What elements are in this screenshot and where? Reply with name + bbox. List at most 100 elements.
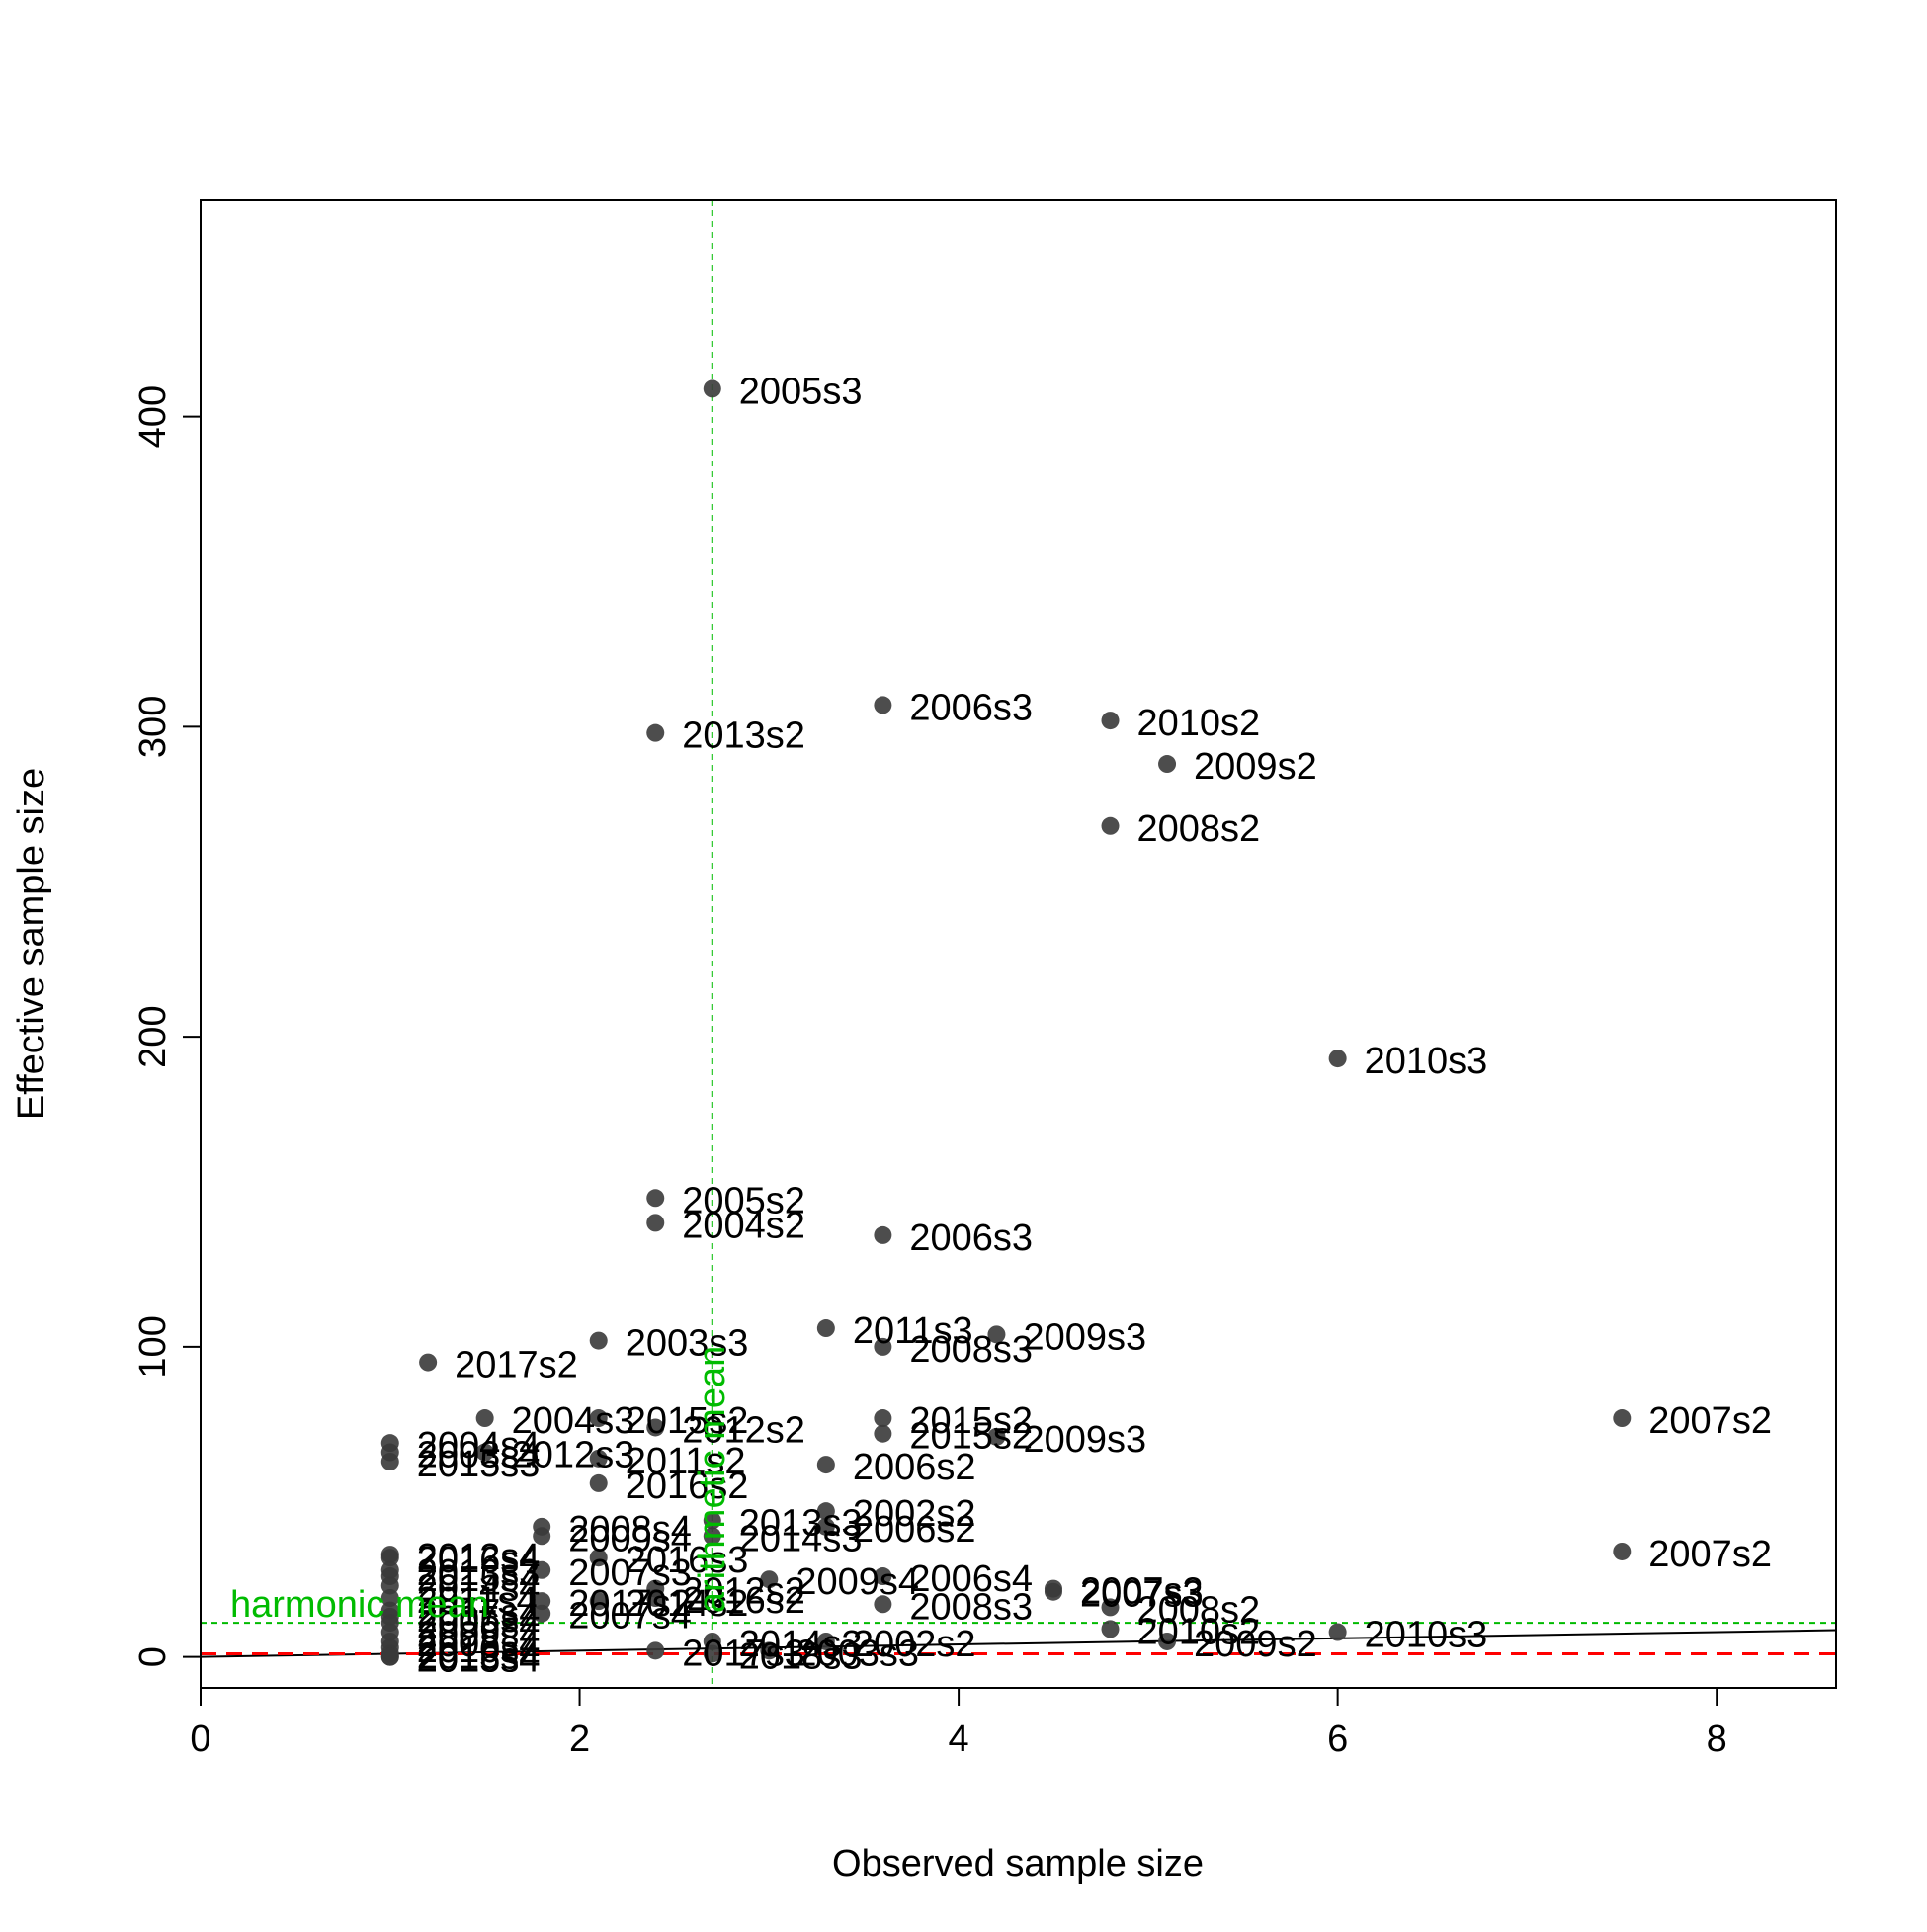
point-label: 2016s2 [626, 1466, 749, 1507]
point-label: 2016s4 [417, 1639, 541, 1681]
data-point [816, 1502, 835, 1521]
point-label: 2009s4 [796, 1561, 919, 1603]
data-points [380, 379, 1632, 1666]
point-label: 2002s2 [853, 1493, 976, 1535]
point-label: 2014s4 [417, 1567, 541, 1609]
data-point [703, 1511, 721, 1530]
point-label: 2015s4 [417, 1639, 541, 1681]
point-label: 2014s3 [739, 1518, 863, 1559]
data-point [760, 1641, 779, 1660]
data-point [987, 1325, 1006, 1344]
point-label: 2010s2 [1137, 703, 1261, 744]
data-point [589, 1409, 608, 1428]
data-point [380, 1647, 399, 1666]
data-point [703, 379, 721, 398]
point-label: 2006s3 [909, 687, 1033, 728]
data-point [874, 1337, 892, 1356]
point-label: 2011s3 [853, 1310, 973, 1352]
data-point [589, 1592, 608, 1611]
data-point [874, 696, 892, 714]
point-label: 2008s4 [568, 1509, 692, 1551]
point-label: 2004s2 [682, 1205, 805, 1246]
point-label: 2004s4 [417, 1425, 541, 1467]
point-label: 2008s2 [1137, 808, 1261, 850]
point-label: 2013s3 [739, 1503, 863, 1545]
data-point [1101, 712, 1120, 730]
data-point [589, 1449, 608, 1468]
data-point [1158, 1632, 1177, 1650]
point-label: 2016s3 [626, 1540, 749, 1581]
point-label: 2012s3 [512, 1435, 635, 1476]
data-point [475, 1443, 494, 1462]
point-label: 2015s3 [417, 1444, 541, 1485]
x-tick-label-1: 2 [569, 1719, 590, 1760]
data-point [703, 1527, 721, 1546]
data-point [1158, 755, 1177, 774]
point-label: 2002s2 [853, 1624, 976, 1665]
point-label: 2006s2 [853, 1509, 976, 1551]
point-label: 2006s4 [909, 1558, 1033, 1600]
point-label: 2005s4 [417, 1599, 541, 1640]
x-axis-title: Observed sample size [832, 1843, 1204, 1885]
point-label: 2015s2 [909, 1416, 1033, 1458]
x-tick-label-4: 8 [1707, 1719, 1727, 1760]
point-label: 2007s3 [1080, 1571, 1204, 1613]
point-label: 2010s4 [417, 1630, 541, 1671]
point-label: 2015s4 [417, 1558, 541, 1600]
data-point [874, 1225, 892, 1244]
data-point [874, 1409, 892, 1428]
point-label: 2014s2 [626, 1583, 749, 1625]
data-point [1328, 1623, 1347, 1641]
point-label: 2009s3 [1023, 1316, 1146, 1358]
point-label: 2011s4 [417, 1580, 538, 1622]
y-axis: 0 100 200 300 400 [132, 385, 202, 1688]
point-label: 2006s2 [853, 1447, 976, 1488]
point-label: 2010s3 [1365, 1615, 1488, 1656]
data-point [1328, 1050, 1347, 1068]
data-point [380, 1452, 399, 1470]
data-point [874, 1595, 892, 1614]
data-point [380, 1549, 399, 1567]
data-point [703, 1632, 721, 1650]
point-label: 2007s3 [568, 1553, 692, 1594]
y-tick-label-0: 0 [132, 1646, 174, 1667]
data-point [646, 1418, 665, 1437]
data-point [646, 1589, 665, 1608]
point-label: 2010s3 [1365, 1041, 1488, 1082]
point-label: 2017s3 [682, 1633, 805, 1674]
point-label: 2006s3 [909, 1218, 1033, 1259]
data-point [1613, 1409, 1632, 1428]
x-axis: 0 2 4 6 8 [190, 1687, 1727, 1760]
point-label: 2008s3 [909, 1329, 1033, 1371]
data-point [874, 1424, 892, 1443]
data-point [1101, 816, 1120, 835]
data-point [533, 1560, 551, 1579]
point-label: 2003s3 [796, 1633, 919, 1674]
point-label: 2017s2 [455, 1345, 578, 1386]
data-point [816, 1456, 835, 1474]
data-point [646, 1641, 665, 1660]
arithmetic-mean-label: arithmetic mean [692, 1346, 733, 1613]
point-label: 2009s2 [1194, 746, 1317, 788]
reference-lines [200, 200, 1837, 1688]
point-label: 2008s2 [1137, 1589, 1261, 1631]
point-label: 2009s4 [568, 1518, 692, 1559]
data-point [646, 1189, 665, 1208]
y-tick-label-1: 100 [132, 1315, 174, 1378]
data-point [987, 1427, 1006, 1446]
data-point [703, 1644, 721, 1663]
data-point [419, 1353, 438, 1372]
y-tick-label-2: 200 [132, 1005, 174, 1067]
data-point [816, 1319, 835, 1338]
point-label: 2009s3 [1023, 1419, 1146, 1461]
data-point [380, 1589, 399, 1608]
point-label: 2004s3 [512, 1400, 635, 1442]
data-point [589, 1331, 608, 1350]
data-point [533, 1592, 551, 1611]
point-label: 2013s4 [417, 1636, 541, 1677]
x-tick-label-3: 6 [1327, 1719, 1348, 1760]
point-label: 2017s4 [417, 1593, 541, 1635]
